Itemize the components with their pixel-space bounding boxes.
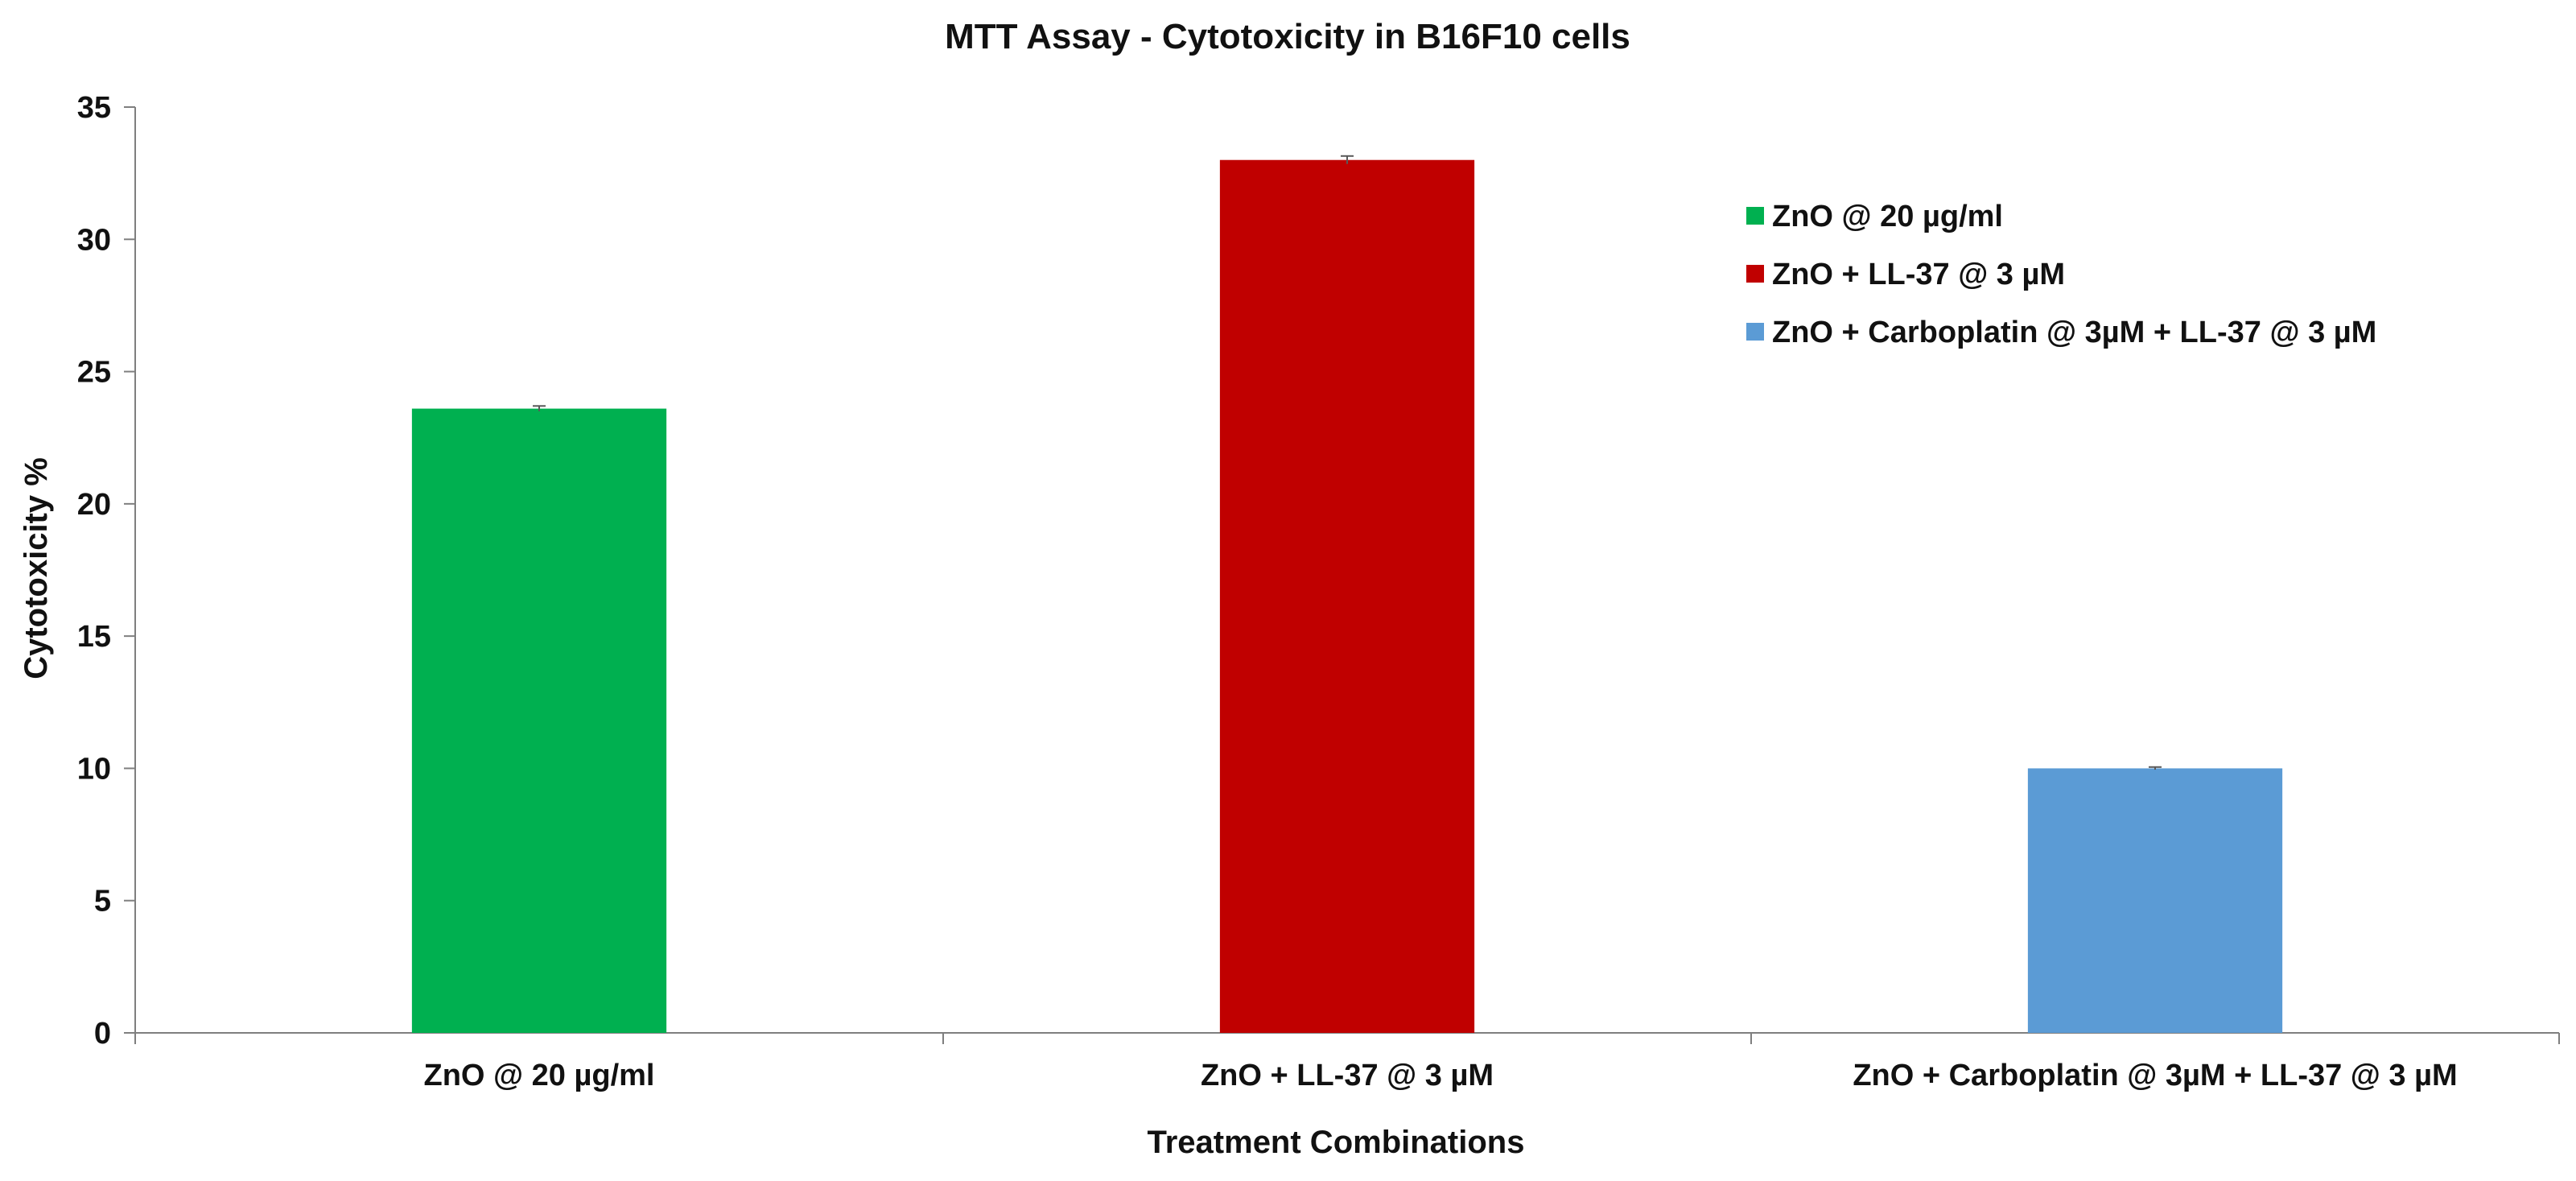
- y-tick-label: 10: [77, 752, 111, 786]
- legend-label: ZnO @ 20 µg/ml: [1772, 200, 2003, 233]
- x-tick-label: ZnO + LL-37 @ 3 µM: [1201, 1059, 1494, 1092]
- x-tick-label: ZnO @ 20 µg/ml: [424, 1059, 655, 1092]
- chart-title: MTT Assay - Cytotoxicity in B16F10 cells: [945, 17, 1630, 56]
- x-axis: ZnO @ 20 µg/ml ZnO + LL-37 @ 3 µM ZnO + Ca…: [134, 1032, 2560, 1092]
- x-axis-title: Treatment Combinations: [1148, 1125, 1525, 1160]
- y-tick-label: 15: [77, 620, 111, 654]
- y-axis: 0 5 10 15 20 25 30 35: [77, 91, 136, 1051]
- bar: [1219, 159, 1475, 1034]
- legend-swatch: [1746, 207, 1764, 225]
- legend-label: ZnO + Carboplatin @ 3µM + LL-37 @ 3 µM: [1772, 316, 2376, 349]
- error-bars: [533, 155, 2162, 770]
- y-tick-label: 20: [77, 488, 111, 522]
- y-axis-title: Cytotoxicity %: [19, 457, 54, 679]
- bar-series: [411, 159, 2283, 1034]
- y-tick-label: 35: [77, 91, 111, 125]
- legend-label: ZnO + LL-37 @ 3 µM: [1772, 258, 2065, 291]
- legend: ZnO @ 20 µg/ml ZnO + LL-37 @ 3 µM ZnO + Ca…: [1746, 200, 2376, 349]
- bar: [411, 408, 667, 1034]
- y-tick-label: 30: [77, 223, 111, 257]
- y-tick-label: 25: [77, 356, 111, 390]
- legend-swatch: [1746, 323, 1764, 341]
- y-tick-label: 0: [94, 1017, 111, 1051]
- y-tick-label: 5: [94, 885, 111, 919]
- x-tick-label: ZnO + Carboplatin @ 3µM + LL-37 @ 3 µM: [1853, 1059, 2457, 1092]
- legend-swatch: [1746, 265, 1764, 283]
- bar: [2027, 768, 2283, 1033]
